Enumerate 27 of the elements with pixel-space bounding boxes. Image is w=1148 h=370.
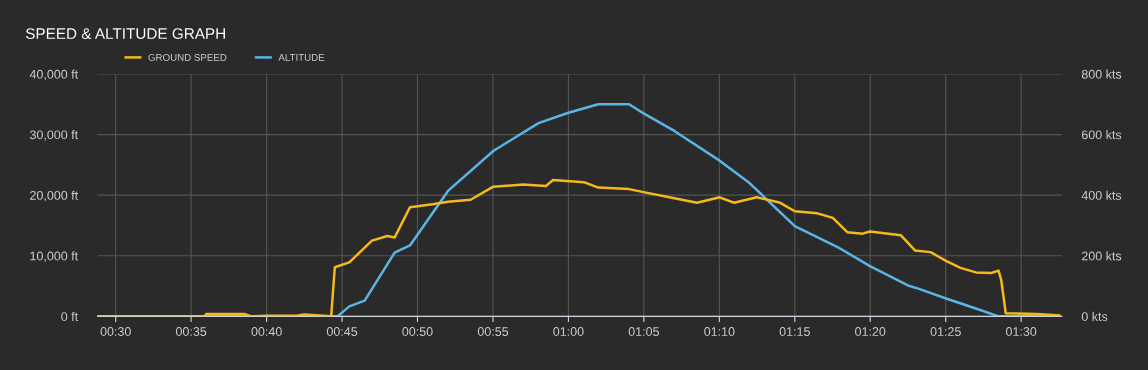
- y2-tick-label: 0 kts: [1081, 311, 1108, 321]
- x-tick-label: 01:20: [855, 327, 886, 336]
- y2-tick-label: 400 kts: [1081, 190, 1122, 200]
- y2-tick-label: 800 kts: [1081, 69, 1122, 79]
- line-series: [97, 178, 1061, 317]
- chart-title: SPEED & ALTITUDE GRAPH: [25, 28, 225, 39]
- y-tick-label: 10,000 ft: [30, 251, 79, 262]
- x-tick-label: 01:15: [779, 327, 810, 336]
- y-tick-label: 30,000 ft: [29, 130, 79, 141]
- x-tick-label: 00:40: [251, 327, 282, 336]
- legend-label: ALTITUDE: [278, 54, 325, 61]
- x-tick-label: 01:25: [930, 327, 961, 336]
- y-tick-label: 20,000 ft: [30, 190, 79, 202]
- x-tick-label: 00:45: [326, 327, 358, 336]
- x-tick-label: 00:30: [100, 327, 131, 336]
- x-tick-label: 01:05: [628, 327, 659, 336]
- x-tick-label: 00:35: [175, 327, 207, 336]
- y2-tick-label: 600 kts: [1081, 130, 1122, 140]
- y-tick-label: 40,000 ft: [29, 69, 79, 81]
- y2-tick-label: 200 kts: [1081, 251, 1122, 261]
- legend-label: GROUND SPEED: [148, 54, 227, 61]
- x-tick-label: 00:50: [402, 327, 433, 336]
- x-tick-label: 01:30: [1006, 327, 1037, 336]
- x-tick-label: 01:00: [553, 327, 584, 336]
- y-tick-label: 0 ft: [61, 311, 79, 321]
- x-tick-label: 00:55: [477, 327, 509, 336]
- x-tick-label: 01:10: [704, 327, 735, 336]
